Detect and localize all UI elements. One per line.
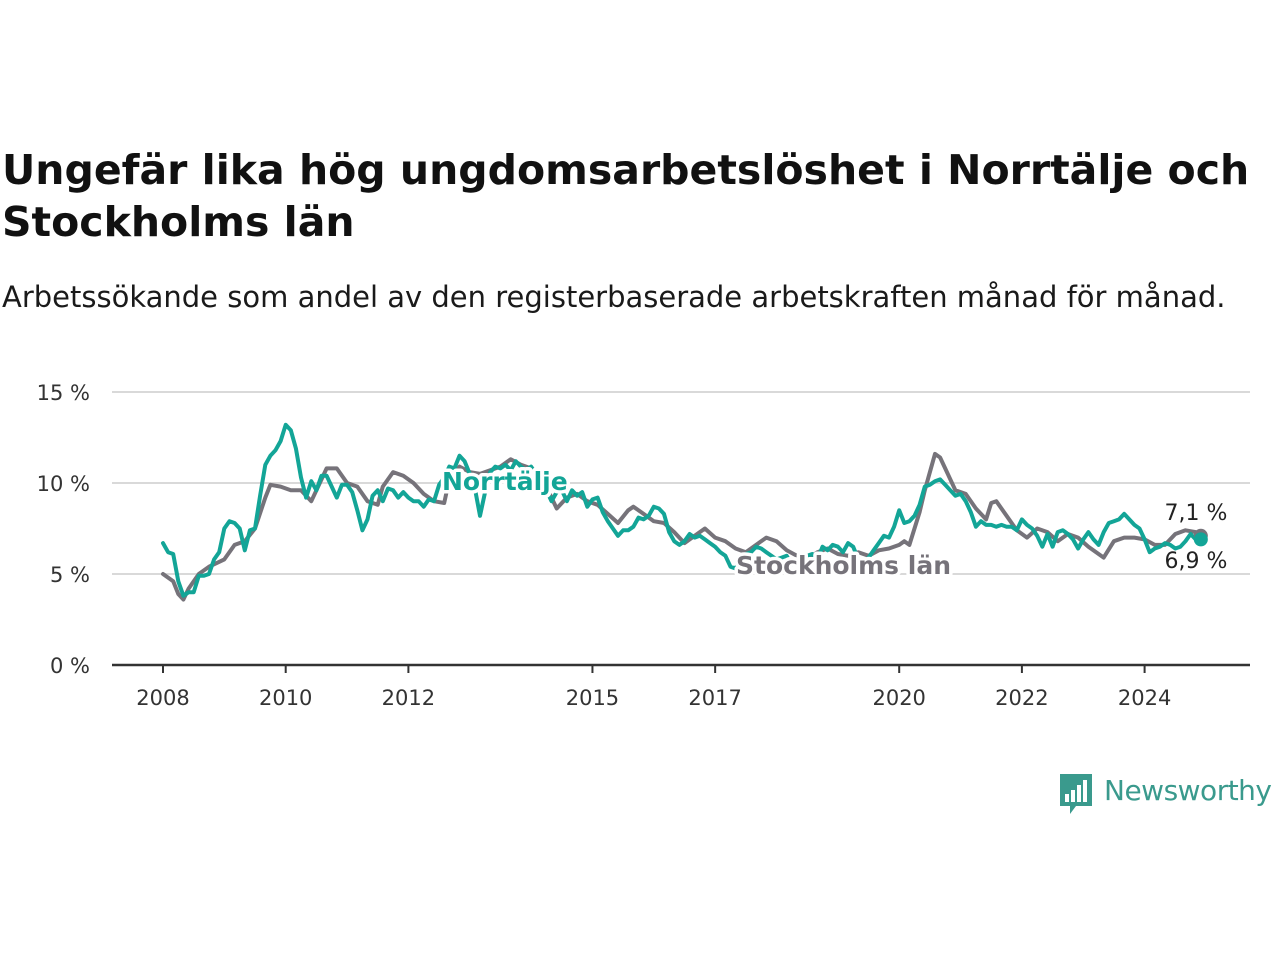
series-lines [161, 422, 1208, 602]
x-tick-label: 2024 [1118, 686, 1171, 710]
chart-title: Ungefär lika hög ungdomsarbetslöshet i N… [2, 146, 1250, 246]
x-tick-label: 2012 [382, 686, 435, 710]
x-tick-label: 2010 [259, 686, 312, 710]
series-end-point [1193, 532, 1208, 547]
y-tick-label: 10 % [37, 472, 90, 496]
newsworthy-logo: Newsworthy [1058, 772, 1272, 820]
y-tick-label: 0 % [50, 654, 90, 678]
x-tick-label: 2017 [688, 686, 741, 710]
y-tick-label: 5 % [50, 563, 90, 587]
series-name-label: Norrtälje [442, 467, 568, 496]
brand-name: Newsworthy [1104, 774, 1272, 807]
end-value-label: 6,9 % [1165, 549, 1228, 574]
series-line [161, 422, 1203, 598]
series-line [161, 451, 1203, 602]
series-labels: 7,1 % 6,9 % Norrtälje Stockholms län [439, 464, 1228, 584]
x-tick-label: 2015 [566, 686, 619, 710]
end-value-label: 7,1 % [1165, 501, 1228, 526]
y-tick-label: 15 % [37, 381, 90, 405]
axes: 0 % 5 % 10 % 15 % 2008 2010 2012 2015 2017 2020 20… [37, 381, 1250, 710]
bar-chart-icon [1060, 774, 1092, 814]
series-name-label: Stockholms län [736, 551, 951, 580]
chart-subtitle: Arbetssökande som andel av den registerb… [2, 280, 1226, 314]
x-tick-label: 2008 [136, 686, 189, 710]
x-tick-label: 2022 [995, 686, 1048, 710]
x-tick-label: 2020 [872, 686, 925, 710]
line-chart: 0 % 5 % 10 % 15 % 2008 2010 2012 2015 2017 2020 20… [37, 381, 1250, 710]
